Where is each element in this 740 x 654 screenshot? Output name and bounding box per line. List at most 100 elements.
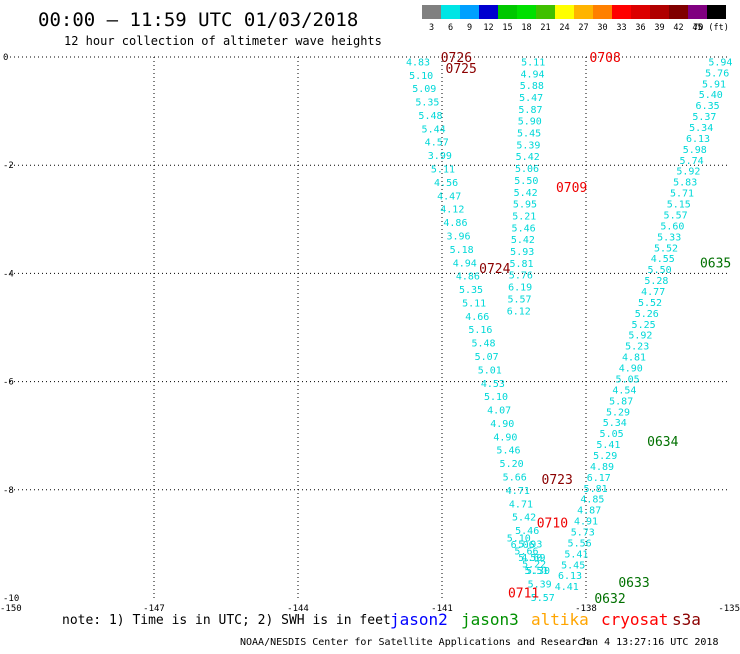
colorbar-label: 39 [654, 23, 664, 33]
colorbar-swatch [498, 5, 517, 19]
swh-value: 5.35 [459, 285, 483, 296]
swh-value: 4.90 [490, 419, 514, 430]
swh-value: 5.66 [503, 472, 527, 483]
swh-value: 5.52 [638, 298, 662, 309]
swh-value: 5.40 [699, 90, 723, 101]
colorbar-label: 6 [448, 23, 453, 33]
colorbar-swatch [574, 5, 593, 19]
colorbar-label: 36 [635, 23, 645, 33]
colorbar-label: 30 [597, 23, 607, 33]
swh-value: 5.45 [561, 560, 585, 571]
pass-time-label: 0708 [590, 51, 621, 66]
swh-value: 4.81 [622, 353, 646, 364]
swh-value: 5.29 [606, 407, 630, 418]
colorbar-label: 45 [692, 23, 702, 33]
swh-value: 5.81 [509, 259, 533, 270]
swh-value: 4.94 [453, 258, 477, 269]
pass-time-label: 0710 [537, 516, 568, 531]
colorbar-label: 24 [559, 23, 569, 33]
swh-value: 5.56 [568, 538, 592, 549]
plot-area: -150 -147 -144 -141 -138 -135 0 -2 -4 -6 -8 -10 4.83… [0, 51, 740, 614]
swh-value: 5.18 [450, 245, 474, 256]
colorbar-swatch [612, 5, 631, 19]
satellite-legend: jason2 jason3 altika cryosat s3a [390, 610, 701, 629]
colorbar-label: 21 [540, 23, 550, 33]
colorbar-label: 70 (ft) [693, 23, 729, 33]
swh-value: 5.11 [462, 298, 486, 309]
swh-value: 5.51 [525, 566, 549, 577]
colorbar-swatch [536, 5, 555, 19]
swh-value: 5.93 [518, 539, 542, 550]
chart-subtitle: 12 hour collection of altimeter wave hei… [64, 34, 382, 48]
x-tick-label: -141 [431, 604, 453, 614]
x-tick-label: -138 [575, 604, 597, 614]
swh-value: 4.85 [580, 495, 604, 506]
swh-value: 5.26 [635, 309, 659, 320]
credit-text: NOAA/NESDIS Center for Satellite Applica… [240, 637, 589, 648]
swh-value: 5.74 [680, 156, 704, 167]
swh-value: 3.99 [428, 151, 452, 162]
swh-value: 4.41 [555, 582, 579, 593]
colorbar-label: 42 [673, 23, 683, 33]
x-tick-label: -150 [0, 604, 22, 614]
y-tick-label: -10 [3, 594, 19, 604]
swh-value: 4.07 [487, 406, 511, 417]
swh-value: 5.01 [478, 365, 502, 376]
swh-value: 6.19 [508, 283, 532, 294]
pass-time-label: 0634 [647, 435, 678, 450]
swh-value: 5.90 [518, 117, 542, 128]
swh-value: 5.15 [667, 200, 691, 211]
colorbar-swatch [555, 5, 574, 19]
swh-value: 3.96 [447, 231, 471, 242]
swh-value: 5.33 [657, 232, 681, 243]
swh-value: 5.42 [511, 235, 535, 246]
swh-value: 4.71 [506, 486, 530, 497]
swh-value: 5.10 [484, 392, 508, 403]
swh-value: 5.94 [708, 57, 732, 68]
swh-value: 5.23 [625, 342, 649, 353]
swh-value: 5.25 [632, 320, 656, 331]
legend-jason3: jason3 [461, 610, 519, 629]
swh-value: 4.66 [465, 312, 489, 323]
swh-value: 5.41 [596, 440, 620, 451]
swh-value: 5.37 [692, 112, 716, 123]
swh-value: 5.81 [584, 484, 608, 495]
swh-value: 5.16 [468, 325, 492, 336]
x-tick-label: -135 [718, 604, 740, 614]
colorbar-swatch [460, 5, 479, 19]
swh-value: 5.50 [518, 553, 542, 564]
swh-value: 4.91 [574, 517, 598, 528]
swh-value: 6.06 [511, 540, 535, 551]
swh-value: 4.83 [406, 57, 430, 68]
timestamp-text: Jan 4 13:27:16 UTC 2018 [580, 637, 718, 648]
swh-value: 4.55 [651, 254, 675, 265]
swh-value: 4.57 [425, 138, 449, 149]
swh-value: 4.56 [434, 178, 458, 189]
colorbar-swatch [422, 5, 441, 19]
swh-value: 4.77 [641, 287, 665, 298]
y-tick-label: -6 [3, 378, 14, 388]
colorbar-swatch [650, 5, 669, 19]
colorbar-label: 3 [429, 23, 434, 33]
swh-value: 5.87 [609, 396, 633, 407]
swh-value: 4.12 [440, 205, 464, 216]
swh-value: 6.13 [686, 134, 710, 145]
colorbar-label: 12 [483, 23, 493, 33]
swh-value: 5.93 [510, 247, 534, 258]
swh-value: 5.50 [514, 176, 538, 187]
swh-value: 5.76 [509, 271, 533, 282]
swh-value: 4.54 [612, 385, 636, 396]
swh-value: 5.42 [512, 513, 536, 524]
pass-time-label: 0632 [594, 592, 625, 607]
pass-time-label: 0633 [618, 576, 649, 591]
y-tick-label: -8 [3, 486, 14, 496]
swh-value: 4.87 [577, 506, 601, 517]
swh-value: 5.20 [500, 459, 524, 470]
swh-value: 5.48 [471, 339, 495, 350]
swh-value: 5.39 [528, 580, 552, 591]
pass-time-label: 0726 [441, 51, 472, 66]
swh-value: 5.98 [683, 145, 707, 156]
legend-cryosat: cryosat [601, 610, 668, 629]
